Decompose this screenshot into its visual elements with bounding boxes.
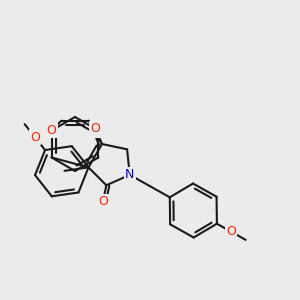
Text: O: O [47, 124, 57, 137]
Text: N: N [125, 168, 134, 181]
Text: F: F [95, 124, 102, 137]
Text: O: O [98, 195, 108, 208]
Text: O: O [30, 130, 40, 144]
Text: O: O [226, 225, 236, 238]
Text: O: O [91, 122, 100, 135]
